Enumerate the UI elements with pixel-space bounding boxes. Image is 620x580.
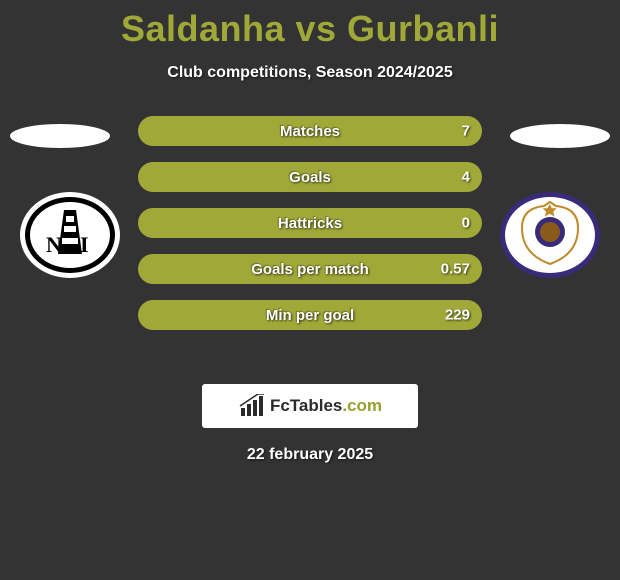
stat-label: Goals per match [251, 261, 369, 278]
stat-row: Min per goal 229 [138, 300, 482, 330]
stat-label: Matches [280, 123, 340, 140]
brand-suffix: .com [342, 396, 382, 415]
svg-text:I: I [80, 232, 89, 257]
stat-value-right: 229 [445, 307, 470, 324]
brand-text: FcTables.com [270, 396, 382, 416]
date-label: 22 february 2025 [0, 446, 620, 464]
stat-row: Goals per match 0.57 [138, 254, 482, 284]
stat-row: Matches 7 [138, 116, 482, 146]
page-title: Saldanha vs Gurbanli [0, 0, 620, 50]
stat-label: Hattricks [278, 215, 342, 232]
chart-icon [238, 394, 266, 418]
left-club-crest: N I [20, 192, 120, 278]
page-subtitle: Club competitions, Season 2024/2025 [0, 64, 620, 82]
stat-row: Goals 4 [138, 162, 482, 192]
right-club-crest [500, 192, 600, 278]
stat-value-right: 7 [462, 123, 470, 140]
right-flag-placeholder [510, 124, 610, 148]
stats-list: Matches 7 Goals 4 Hattricks 0 Goals per … [138, 116, 482, 346]
brand-badge: FcTables.com [202, 384, 418, 428]
stat-label: Min per goal [266, 307, 354, 324]
stat-value-right: 0.57 [441, 261, 470, 278]
stat-row: Hattricks 0 [138, 208, 482, 238]
stat-value-right: 4 [462, 169, 470, 186]
left-flag-placeholder [10, 124, 110, 148]
brand-name: FcTables [270, 396, 342, 415]
comparison-area: N I Matches 7 Goals 4 [0, 116, 620, 376]
stat-value-right: 0 [462, 215, 470, 232]
stat-label: Goals [289, 169, 331, 186]
svg-text:N: N [46, 232, 62, 257]
